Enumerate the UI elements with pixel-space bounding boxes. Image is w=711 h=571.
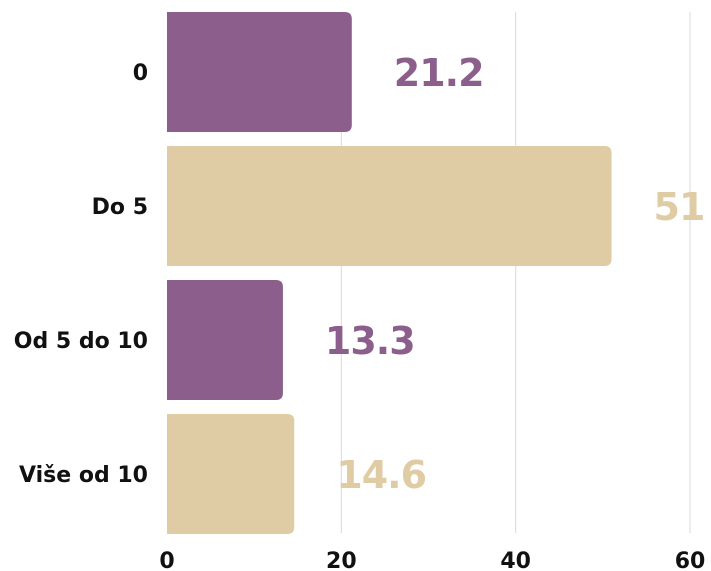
bars [167, 12, 612, 534]
bar-vi-e-od-10 [167, 414, 295, 534]
x-tick-label-40: 40 [500, 549, 531, 571]
x-tick-label-60: 60 [675, 549, 706, 571]
category-label-od-5-do-10: Od 5 do 10 [14, 329, 148, 354]
bar-od-5-do-10 [167, 280, 283, 400]
bar-0 [167, 12, 352, 132]
value-label-od-5-do-10: 13.3 [325, 319, 415, 363]
value-label-do-5: 51 [654, 185, 705, 229]
category-labels: 0 Do 5 Od 5 do 10 Više od 10 [14, 61, 148, 488]
category-label-do-5: Do 5 [92, 195, 148, 220]
x-tick-label-0: 0 [159, 549, 174, 571]
value-label-0: 21.2 [394, 51, 484, 95]
value-label-vi-e-od-10: 14.6 [336, 453, 426, 497]
x-axis-ticks: 0 20 40 60 [159, 549, 705, 571]
category-label-vi-e-od-10: Više od 10 [19, 463, 148, 488]
x-tick-label-20: 20 [326, 549, 357, 571]
bar-do-5 [167, 146, 612, 266]
category-label-0: 0 [133, 61, 148, 86]
value-labels: 21.2 51 13.3 14.6 [325, 51, 706, 497]
